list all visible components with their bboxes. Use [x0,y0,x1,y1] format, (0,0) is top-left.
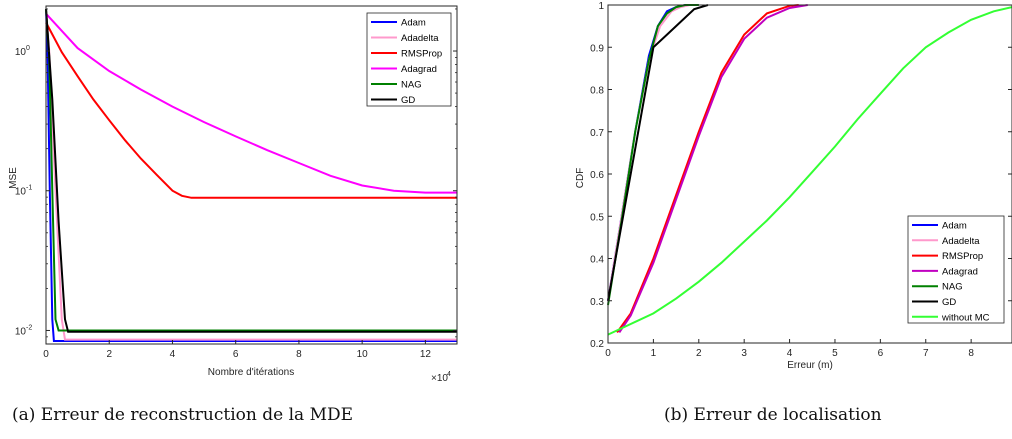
x-tick-label: 6 [233,349,239,360]
series-line-without-mc [607,6,1012,336]
legend-entry: RMSProp [942,251,983,262]
y-tick-label: 0.8 [590,86,604,97]
y-tick-base: 10 [15,47,27,58]
x-tick-label: 5 [832,348,838,359]
caption-b: (b) Erreur de localisation [664,405,882,425]
legend-entry: Adadelta [401,33,439,44]
series-line-rmsprop [616,4,799,333]
y-tick-label: 0.9 [590,43,604,54]
legend-entry: RMSProp [401,49,442,60]
legend-entry: GD [401,95,415,106]
chart-cdf: 0 1 2 3 4 5 6 7 8 0.2 0.3 0.4 0.5 0.6 0.7 0.8 0.9 1 Erre… [575,1,1012,371]
y-tick-label: 10 0 [15,45,30,58]
legend: Adam Adadelta RMSProp Adagrad NAG GD [366,12,452,107]
y-tick-label: 0.2 [590,339,604,350]
x-tick-label: 3 [741,348,747,359]
x-tick-label: 8 [968,348,974,359]
x-scale-multiplier: ×10 4 [431,371,451,384]
y-tick-label: 0.6 [590,170,604,181]
x-tick-label: 6 [878,348,884,359]
y-tick-label: 0.7 [590,128,604,139]
series-line-nag [607,4,699,306]
x-axis-label: Nombre d'itérations [208,367,294,378]
y-axis-label: CDF [575,168,586,189]
series-line-rmsprop [45,22,457,199]
y-tick-base: 10 [15,187,27,198]
x-tick-label: 0 [605,348,611,359]
y-tick-exponent: -1 [26,185,32,192]
y-tick-label: 10 -1 [15,185,32,198]
x-tick-label: 10 [357,349,369,360]
series-line-gd [45,8,457,333]
y-tick-label: 10 -2 [15,324,32,337]
legend-entry: Adadelta [942,236,980,247]
x-tick-label: 2 [696,348,702,359]
legend-entry: GD [942,297,956,308]
x-tick-label: 7 [923,348,929,359]
x-tick-label: 8 [296,349,302,360]
series-line-gd [607,4,709,301]
y-tick-label: 0.5 [590,212,604,223]
y-tick-exponent: -2 [26,324,32,331]
legend-entry: Adam [942,221,967,232]
legend-entry: NAG [942,282,963,293]
y-tick-label: 0.4 [590,255,604,266]
legend: Adam Adadelta RMSProp Adagrad NAG GD without M… [907,215,1005,324]
x-axis-label: Erreur (m) [787,360,833,371]
x-scale-exponent: 4 [447,371,451,378]
legend-entry: Adam [401,18,426,29]
x-scale-base: ×10 [431,373,448,384]
legend-box [366,12,452,107]
y-tick-exponent: 0 [26,45,30,52]
series-line-adam [45,8,457,342]
x-tick-label: 0 [43,349,49,360]
x-tick-label: 4 [787,348,793,359]
legend-box [907,215,1005,324]
x-tick-label: 1 [651,348,657,359]
caption-a: (a) Erreur de reconstruction de la MDE [12,405,353,425]
x-tick-label: 2 [106,349,112,360]
legend-entry: without MC [941,312,990,323]
x-tick-label: 4 [170,349,176,360]
y-tick-label: 1 [598,1,604,12]
y-tick-label: 0.3 [590,297,604,308]
y-tick-base: 10 [15,326,27,337]
legend-entry: Adagrad [401,64,437,75]
y-axis-label: MSE [8,167,19,189]
series-line-adagrad [45,13,457,194]
series-line-adagrad [618,4,808,333]
legend-entry: NAG [401,80,422,91]
plot-frame [45,5,458,345]
x-tick-label: 12 [420,349,432,360]
legend-entry: Adagrad [942,266,978,277]
